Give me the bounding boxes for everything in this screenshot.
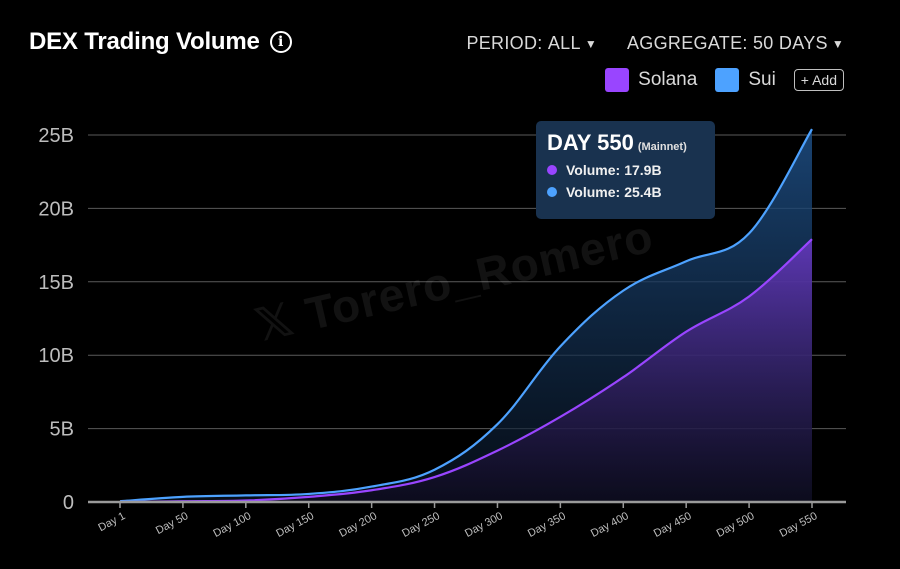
series-line-sui[interactable] bbox=[119, 128, 813, 503]
aggregate-value: 50 DAYS bbox=[753, 33, 828, 53]
x-tick-label: Day 150 bbox=[274, 510, 316, 540]
area-solana bbox=[120, 239, 812, 502]
tooltip-row-value: 17.9B bbox=[624, 162, 662, 178]
x-tick-label: Day 350 bbox=[526, 510, 568, 540]
tooltip-row-sui: Volume: 25.4B bbox=[547, 184, 704, 200]
y-tick-label: 15B bbox=[38, 272, 74, 294]
tooltip-title: DAY 550 bbox=[547, 130, 634, 155]
y-tick-label: 5B bbox=[50, 419, 74, 441]
page-title: DEX Trading Volume bbox=[29, 28, 260, 55]
x-tick-label: Day 250 bbox=[400, 510, 442, 540]
area-layer bbox=[120, 129, 812, 503]
series-line-solana[interactable] bbox=[119, 238, 813, 504]
legend-item-sui[interactable]: Sui bbox=[715, 68, 776, 92]
x-tick-label: Day 50 bbox=[154, 510, 190, 537]
chart-legend: Solana Sui + Add bbox=[605, 68, 844, 92]
aggregate-label: AGGREGATE: bbox=[627, 33, 748, 53]
tooltip-row-label: Volume: bbox=[566, 162, 621, 178]
x-tick-label: Day 1 bbox=[96, 510, 127, 534]
tooltip-row-value: 25.4B bbox=[624, 184, 662, 200]
chart-tooltip: DAY 550 (Mainnet) Volume: 17.9B Volume: 2… bbox=[536, 121, 715, 219]
y-tick-label: 10B bbox=[38, 345, 74, 367]
period-value: ALL bbox=[547, 33, 581, 53]
chart-controls: PERIOD: ALL ▼ AGGREGATE: 50 DAYS ▼ bbox=[466, 33, 844, 54]
chart-header: DEX Trading Volume i bbox=[29, 28, 292, 56]
tooltip-row-solana: Volume: 17.9B bbox=[547, 162, 704, 178]
x-tick-label: Day 300 bbox=[463, 510, 505, 540]
legend-label-sui: Sui bbox=[748, 69, 776, 90]
x-tick-label: Day 100 bbox=[211, 510, 253, 540]
tooltip-dot-solana bbox=[547, 165, 557, 175]
tooltip-dot-sui bbox=[547, 187, 557, 197]
legend-label-solana: Solana bbox=[638, 69, 698, 90]
period-label: PERIOD: bbox=[466, 33, 543, 53]
legend-swatch-sui bbox=[715, 68, 740, 92]
x-tick-label: Day 400 bbox=[589, 510, 631, 540]
legend-swatch-solana bbox=[605, 68, 630, 92]
legend-item-solana[interactable]: Solana bbox=[605, 68, 697, 92]
y-tick-label: 0 bbox=[63, 492, 74, 514]
caret-down-icon: ▼ bbox=[584, 36, 597, 51]
x-tick-label: Day 550 bbox=[778, 510, 820, 540]
y-tick-label: 25B bbox=[38, 125, 74, 147]
period-dropdown[interactable]: PERIOD: ALL ▼ bbox=[466, 33, 597, 54]
aggregate-dropdown[interactable]: AGGREGATE: 50 DAYS ▼ bbox=[627, 33, 844, 54]
caret-down-icon: ▼ bbox=[831, 36, 844, 51]
tooltip-subtitle: (Mainnet) bbox=[637, 141, 687, 153]
x-tick-label: Day 500 bbox=[715, 510, 757, 540]
info-icon[interactable]: i bbox=[269, 31, 292, 53]
line-layer bbox=[119, 128, 813, 504]
add-series-button[interactable]: + Add bbox=[793, 69, 844, 91]
x-tick-label: Day 200 bbox=[337, 510, 379, 540]
x-tick-label: Day 450 bbox=[652, 510, 694, 540]
y-tick-label: 20B bbox=[38, 198, 74, 220]
tooltip-row-label: Volume: bbox=[566, 184, 621, 200]
